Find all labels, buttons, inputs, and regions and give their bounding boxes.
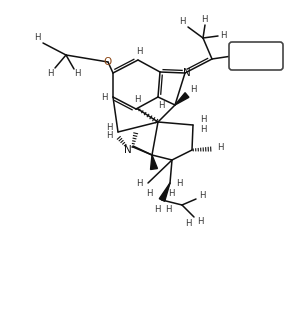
Text: Abs: Abs [246, 51, 266, 61]
Text: H: H [47, 70, 53, 78]
Text: H: H [74, 70, 80, 78]
Text: H: H [168, 188, 174, 198]
Text: H: H [176, 179, 182, 187]
Text: H: H [197, 216, 203, 226]
Text: H: H [34, 33, 40, 43]
Polygon shape [175, 93, 189, 105]
Text: H: H [199, 191, 205, 199]
Text: H: H [217, 144, 223, 152]
Text: H: H [200, 125, 206, 135]
Text: H: H [165, 204, 171, 214]
Text: H: H [220, 31, 226, 39]
Text: H: H [106, 131, 112, 140]
Text: H: H [136, 179, 142, 187]
Text: H: H [134, 95, 140, 105]
Text: N: N [183, 68, 191, 78]
Polygon shape [159, 183, 170, 201]
Text: H: H [106, 123, 112, 133]
Text: H: H [154, 204, 160, 214]
Text: H: H [200, 116, 206, 124]
Text: H: H [136, 47, 142, 55]
Text: H: H [146, 188, 152, 198]
Text: O: O [104, 57, 112, 67]
Polygon shape [151, 155, 158, 169]
Text: H: H [190, 84, 196, 94]
Text: H: H [158, 101, 164, 111]
Text: H: H [101, 94, 107, 102]
Text: H: H [185, 219, 191, 227]
Text: H: H [201, 15, 207, 25]
FancyBboxPatch shape [229, 42, 283, 70]
Text: N: N [124, 145, 132, 155]
Text: H: H [179, 18, 185, 26]
